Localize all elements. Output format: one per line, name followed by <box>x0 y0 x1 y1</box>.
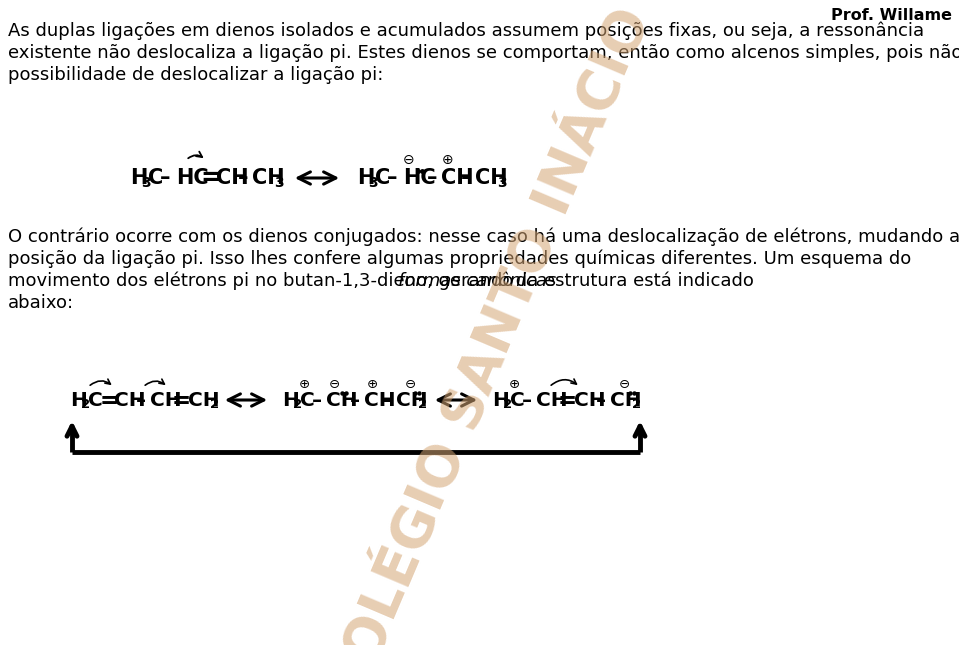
FancyArrowPatch shape <box>188 152 202 158</box>
Text: COLÉGIO SANTO INÁCIO: COLÉGIO SANTO INÁCIO <box>319 1 661 645</box>
Text: CH: CH <box>114 390 146 410</box>
Text: –: – <box>312 390 322 410</box>
Text: CH: CH <box>252 168 285 188</box>
Text: H: H <box>492 390 509 410</box>
Text: CH: CH <box>150 390 181 410</box>
Text: formas canônicas: formas canônicas <box>398 272 556 290</box>
Text: movimento dos elétrons pi no butan-1,3-dieno, gerando: movimento dos elétrons pi no butan-1,3-d… <box>8 272 519 290</box>
Text: ⊖: ⊖ <box>403 153 415 167</box>
Text: H: H <box>70 390 87 410</box>
Text: HC: HC <box>176 168 209 188</box>
Text: –: – <box>238 168 248 188</box>
FancyArrowPatch shape <box>145 379 164 385</box>
Text: ⊖: ⊖ <box>328 377 339 390</box>
Text: ⊕: ⊕ <box>298 377 310 390</box>
Text: H: H <box>130 168 148 188</box>
Text: 3: 3 <box>368 176 378 190</box>
Text: CH: CH <box>610 390 642 410</box>
Text: C: C <box>510 390 525 410</box>
Text: 2: 2 <box>632 399 642 412</box>
Text: –: – <box>136 390 146 410</box>
Text: ⊕: ⊕ <box>508 377 520 390</box>
Text: 3: 3 <box>497 176 506 190</box>
Text: C: C <box>300 390 315 410</box>
Text: posição da ligação pi. Isso lhes confere algumas propriedades químicas diferente: posição da ligação pi. Isso lhes confere… <box>8 250 911 268</box>
Text: CH: CH <box>574 390 606 410</box>
Text: H: H <box>357 168 374 188</box>
Text: CH: CH <box>326 390 358 410</box>
Text: 3: 3 <box>274 176 284 190</box>
Text: CH: CH <box>188 390 220 410</box>
Text: ⊕: ⊕ <box>442 153 454 167</box>
Text: –: – <box>522 390 532 410</box>
Text: =: = <box>100 388 119 412</box>
FancyArrowPatch shape <box>90 379 110 385</box>
Text: possibilidade de deslocalizar a ligação pi:: possibilidade de deslocalizar a ligação … <box>8 66 384 84</box>
Text: =: = <box>200 166 221 190</box>
Text: –: – <box>350 390 361 410</box>
Text: O contrário ocorre com os dienos conjugados: nesse caso há uma deslocalização de: O contrário ocorre com os dienos conjuga… <box>8 228 959 246</box>
Text: =: = <box>172 388 191 412</box>
Text: HC: HC <box>403 168 435 188</box>
Text: –: – <box>427 168 437 188</box>
Text: –: – <box>160 168 171 188</box>
Text: ⊕: ⊕ <box>366 377 378 390</box>
Text: =: = <box>558 388 577 412</box>
Text: CH: CH <box>396 390 428 410</box>
Text: 3: 3 <box>141 176 151 190</box>
Text: CH: CH <box>441 168 474 188</box>
Text: CH: CH <box>216 168 248 188</box>
Text: ⊖: ⊖ <box>405 377 415 390</box>
Text: 2: 2 <box>418 399 427 412</box>
Text: existente não deslocaliza a ligação pi. Estes dienos se comportam, então como al: existente não deslocaliza a ligação pi. … <box>8 44 959 63</box>
Text: C: C <box>88 390 103 410</box>
Text: 2: 2 <box>81 399 90 412</box>
Text: –: – <box>387 168 397 188</box>
Text: Prof. Willame: Prof. Willame <box>831 8 952 23</box>
Text: CH: CH <box>536 390 568 410</box>
FancyArrowPatch shape <box>551 379 576 385</box>
Text: As duplas ligações em dienos isolados e acumulados assumem posições fixas, ou se: As duplas ligações em dienos isolados e … <box>8 22 924 41</box>
Text: CH: CH <box>364 390 396 410</box>
Text: C: C <box>375 168 390 188</box>
Text: –: – <box>596 390 606 410</box>
Text: H: H <box>282 390 299 410</box>
Text: CH: CH <box>475 168 507 188</box>
Text: da estrutura está indicado: da estrutura está indicado <box>510 272 754 290</box>
Text: –: – <box>461 168 472 188</box>
Text: 2: 2 <box>503 399 512 412</box>
Text: abaixo:: abaixo: <box>8 294 74 312</box>
Text: 2: 2 <box>210 399 219 412</box>
Text: 2: 2 <box>293 399 302 412</box>
Text: –: – <box>382 390 392 410</box>
Text: C: C <box>148 168 163 188</box>
Text: ⊖: ⊖ <box>619 377 629 390</box>
